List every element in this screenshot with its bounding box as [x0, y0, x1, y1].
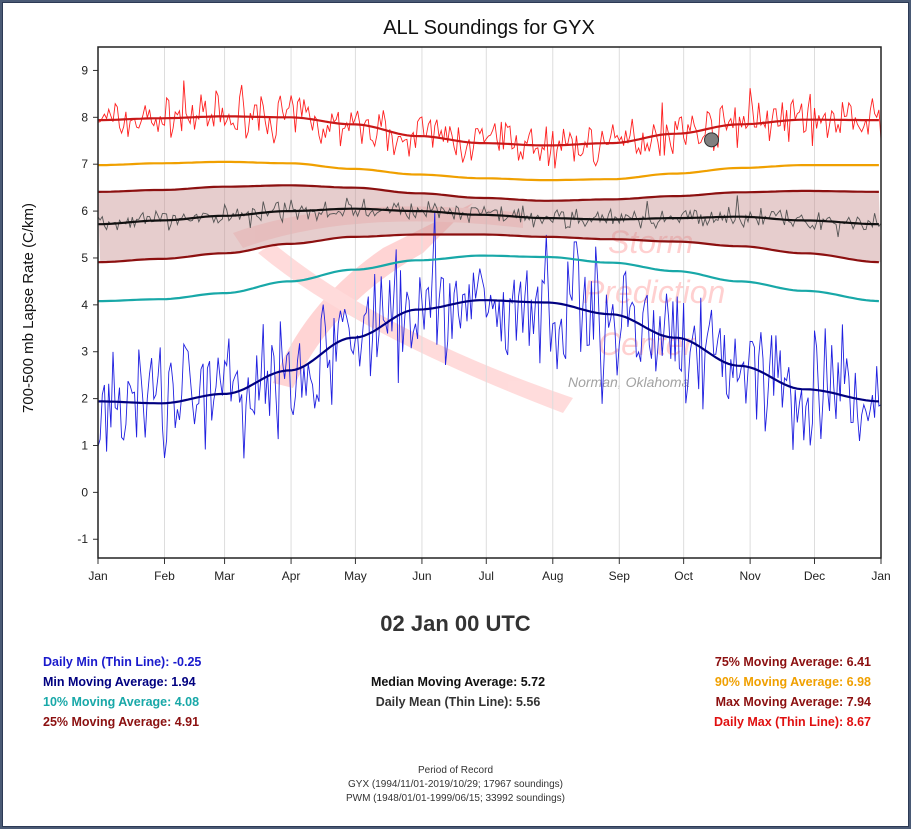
- x-tick-label: Sep: [609, 569, 631, 583]
- y-tick-label: 0: [81, 485, 88, 499]
- x-tick-label: Jan: [871, 569, 890, 583]
- y-tick-label: 8: [81, 110, 88, 124]
- x-tick-label: Oct: [674, 569, 693, 583]
- x-tick-label: Mar: [214, 569, 235, 583]
- x-tick-label: May: [344, 569, 367, 583]
- series-line-median-moving-average: [98, 207, 879, 226]
- axes: Jan Feb Mar Apr May Jun Jul Aug Sep Oct Nov Dec Jan 9…: [77, 46, 891, 583]
- stat-median-ma: Median Moving Average: 5.72: [370, 675, 546, 689]
- x-tick-label: Feb: [154, 569, 175, 583]
- y-tick-label: 4: [81, 298, 88, 312]
- stat-p75-ma: 75% Moving Average: 6.41: [714, 655, 871, 669]
- y-tick-label: 7: [81, 157, 88, 171]
- plot-border: [97, 46, 882, 559]
- y-tick-label: 3: [81, 345, 88, 359]
- y-tick-label: 9: [81, 63, 88, 77]
- chart-title: ALL Soundings for GYX: [383, 17, 595, 39]
- x-tick-label: Nov: [739, 569, 760, 583]
- y-tick-label: -1: [77, 532, 88, 546]
- period-line-1: GYX (1994/11/01-2019/10/29; 17967 soundi…: [348, 779, 563, 790]
- y-tick-label: 1: [81, 438, 88, 452]
- daily-line-daily-max-thin-line: [97, 80, 882, 169]
- watermark-text-3: Center: [598, 326, 695, 362]
- x-tick-label: Aug: [542, 569, 563, 583]
- series-lines: [97, 80, 882, 459]
- x-tick-label: Apr: [282, 569, 301, 583]
- date-label: 02 Jan 00 UTC: [380, 611, 531, 636]
- x-tick-label: Jul: [479, 569, 494, 583]
- y-tick-label: 5: [81, 251, 88, 265]
- series-line-max-moving-average: [98, 115, 879, 147]
- period-heading: Period of Record: [417, 765, 494, 776]
- x-tick-label: Dec: [804, 569, 825, 583]
- period-line-2: PWM (1948/01/01-1999/06/15; 33992 soundi…: [345, 793, 566, 804]
- stat-max-ma: Max Moving Average: 7.94: [715, 695, 871, 709]
- x-tick-label: Jan: [88, 569, 107, 583]
- watermark-text-4: Norman, Oklahoma: [568, 374, 690, 390]
- stat-min-ma: Min Moving Average: 1.94: [43, 675, 196, 689]
- series-line-90-moving-average: [98, 160, 879, 182]
- series-line-75-moving-average: [97, 184, 879, 202]
- daily-line-daily-mean-thin-line: [97, 195, 882, 238]
- watermark-text-2: Prediction: [583, 274, 725, 310]
- chart: ALL Soundings for GYX 700-500 mb Lapse R…: [20, 17, 891, 583]
- series-line-25-moving-average: [97, 233, 879, 264]
- x-tick-label: Jun: [412, 569, 431, 583]
- y-axis-label: 700-500 mb Lapse Rate (C/km): [20, 203, 37, 413]
- series-line-min-moving-average: [98, 299, 879, 405]
- stat-p10-ma: 10% Moving Average: 4.08: [43, 695, 200, 709]
- y-tick-label: 6: [81, 204, 88, 218]
- stat-p25-ma: 25% Moving Average: 4.91: [43, 715, 200, 729]
- current-sounding-marker: [704, 132, 720, 148]
- stat-daily-min: Daily Min (Thin Line): -0.25: [43, 655, 202, 669]
- y-tick-label: 2: [81, 392, 88, 406]
- stat-daily-max: Daily Max (Thin Line): 8.67: [714, 715, 871, 729]
- series-line-10-moving-average: [98, 254, 879, 303]
- stat-p90-ma: 90% Moving Average: 6.98: [714, 675, 871, 689]
- daily-line-daily-min-thin-line: [97, 210, 882, 459]
- stat-daily-mean: Daily Mean (Thin Line): 5.56: [375, 695, 541, 709]
